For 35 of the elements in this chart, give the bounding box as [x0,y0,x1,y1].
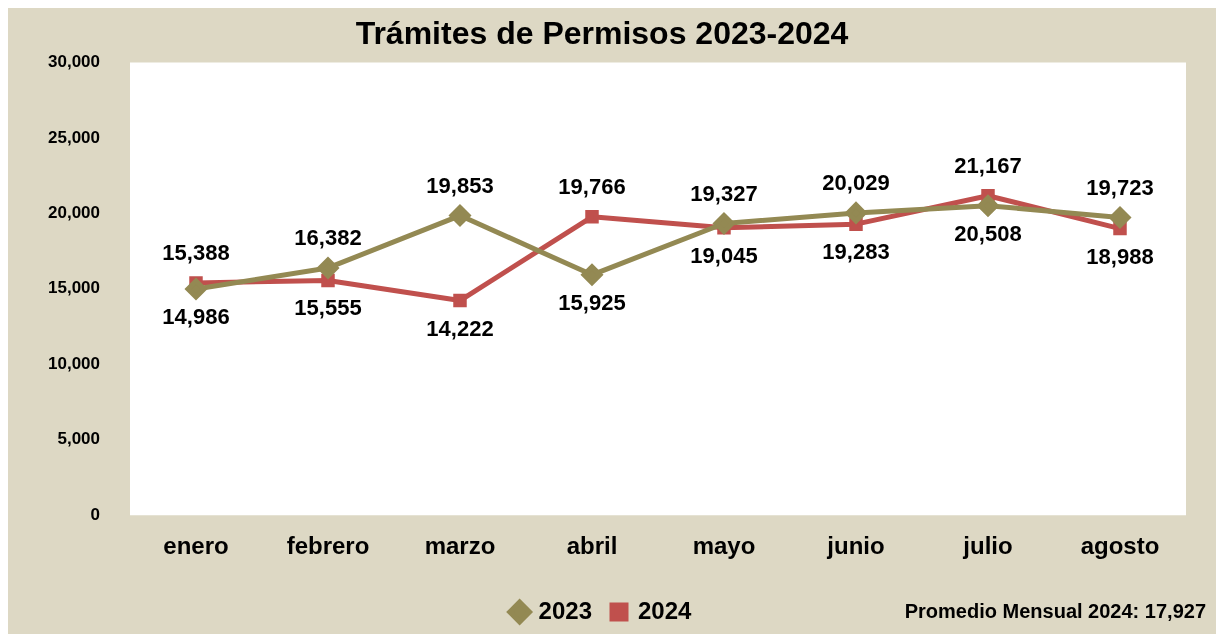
data-label: 19,723 [1086,174,1154,200]
y-tick-label: 30,000 [48,52,100,72]
data-label: 15,925 [558,289,626,315]
x-tick-label: enero [163,532,229,560]
x-tick-label: marzo [424,532,496,560]
x-tick-label: julio [962,532,1013,560]
data-label: 19,045 [690,242,758,268]
y-tick-label: 0 [90,504,100,524]
legend-label: 2023 [538,596,592,624]
data-label: 18,988 [1086,243,1154,269]
data-label: 19,853 [426,172,494,198]
data-label: 14,986 [162,304,230,330]
y-tick-label: 5,000 [57,429,100,449]
x-tick-label: febrero [286,532,370,560]
y-tick-label: 15,000 [48,278,100,298]
data-label: 16,382 [294,225,362,250]
data-label: 19,766 [558,173,626,199]
x-tick-label: agosto [1080,532,1160,560]
x-tick-label: junio [826,532,885,560]
text: Promedio Mensual 2024: 17,927 [904,599,1206,622]
data-label: 14,222 [426,315,494,341]
data-label: 19,327 [690,180,758,206]
legend-label: 2024 [638,596,693,624]
data-label: 20,508 [954,220,1022,246]
x-tick-label: mayo [692,532,756,560]
data-label: 21,167 [954,152,1022,178]
data-label: 15,388 [162,240,230,266]
chart-title: Trámites de Permisos 2023-2024 [355,15,849,52]
y-tick-label: 25,000 [48,127,100,147]
y-tick-label: 10,000 [48,353,100,373]
y-tick-label: 20,000 [48,203,100,223]
data-label: 20,029 [822,169,890,195]
data-label: 15,555 [294,295,362,321]
data-label: 19,283 [822,239,890,265]
x-tick-label: abril [566,532,618,560]
